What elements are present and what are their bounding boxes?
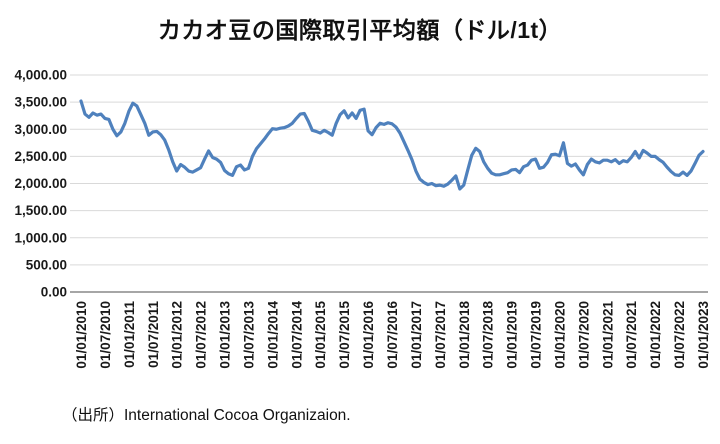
x-axis-label: 01/07/2013 xyxy=(241,301,256,369)
source-note: （出所）International Cocoa Organizaion. xyxy=(62,407,351,424)
x-axis-label: 01/07/2014 xyxy=(289,301,304,369)
price-line xyxy=(79,99,705,191)
y-axis-label: 0.00 xyxy=(41,285,67,300)
y-axis-label: 1,500.00 xyxy=(14,203,67,218)
x-axis-label: 01/01/2015 xyxy=(313,301,328,369)
gridlines xyxy=(70,74,708,293)
y-axis-label: 2,000.00 xyxy=(14,176,67,191)
x-axis-tick-labels: 01/01/2010 01/07/2010 01/01/2011 01/07/2011… xyxy=(74,301,711,369)
y-axis-label: 3,500.00 xyxy=(14,95,67,110)
x-axis-label: 01/07/2015 xyxy=(337,301,352,369)
x-axis-label: 01/07/2018 xyxy=(481,301,496,369)
y-axis-label: 3,000.00 xyxy=(14,122,67,137)
x-axis-label: 01/01/2017 xyxy=(409,301,424,369)
chart-title: カカオ豆の国際取引平均額（ドル/1t） xyxy=(157,17,563,43)
price-line-group xyxy=(79,99,705,191)
x-axis-label: 01/07/2019 xyxy=(529,301,544,369)
x-axis-label: 01/01/2018 xyxy=(457,301,472,369)
x-axis-label: 01/01/2019 xyxy=(505,301,520,369)
x-axis-label: 01/01/2011 xyxy=(122,301,137,368)
y-axis-label: 4,000.00 xyxy=(14,68,67,83)
x-axis-label: 01/01/2020 xyxy=(552,301,567,369)
x-axis-label: 01/01/2016 xyxy=(361,301,376,369)
x-axis-label: 01/01/2013 xyxy=(218,301,233,369)
x-axis-label: 01/01/2012 xyxy=(170,301,185,369)
x-axis-label: 01/01/2023 xyxy=(696,301,711,369)
y-axis-label: 1,000.00 xyxy=(14,230,67,245)
x-axis-label: 01/07/2022 xyxy=(672,301,687,369)
x-axis-label: 01/07/2011 xyxy=(146,301,161,368)
x-axis-label: 01/07/2016 xyxy=(385,301,400,369)
x-axis-label: 01/07/2021 xyxy=(624,301,639,369)
x-axis-label: 01/01/2021 xyxy=(600,301,615,369)
x-axis-label: 01/07/2010 xyxy=(98,301,113,369)
x-axis-label: 01/01/2010 xyxy=(74,301,89,369)
y-axis-label: 2,500.00 xyxy=(14,149,67,164)
x-axis-label: 01/07/2020 xyxy=(576,301,591,369)
x-axis-label: 01/07/2017 xyxy=(433,301,448,369)
y-axis-tick-labels: 0.00 500.00 1,000.00 1,500.00 2,000.00 2,500.… xyxy=(14,68,67,300)
x-axis-label: 01/01/2014 xyxy=(265,301,280,369)
x-axis-label: 01/01/2022 xyxy=(648,301,663,369)
y-axis-label: 500.00 xyxy=(26,257,67,272)
x-axis-label: 01/07/2012 xyxy=(194,301,209,369)
